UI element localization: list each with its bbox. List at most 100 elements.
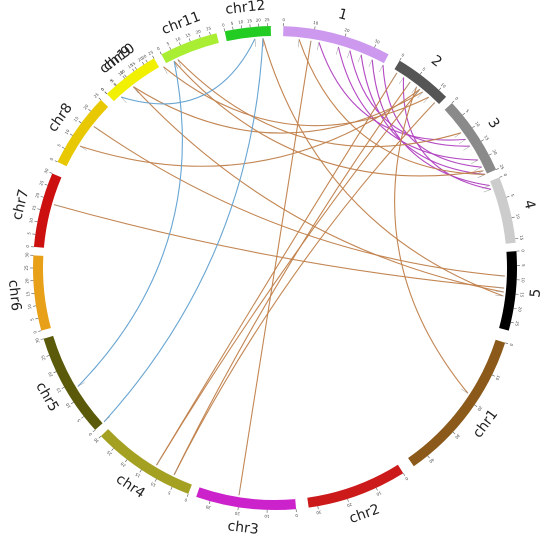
gene-marker [461,388,469,394]
tick-label: 10 [28,217,34,223]
gene-marker [335,46,339,55]
tick-label: 30 [34,337,40,344]
tick-mark [54,160,58,163]
tick-label: 15 [127,62,134,69]
tick-mark [81,416,85,419]
tick-mark [44,183,48,186]
tick-label: 15 [483,134,490,141]
tick-label: 25 [93,91,100,98]
tick-label: 15 [31,204,37,211]
synteny-link-brown [173,81,411,475]
tick-label: 5 [26,231,31,235]
synteny-link-purple [402,77,492,190]
tick-mark [46,355,50,357]
tick-mark [40,196,44,198]
tick-mark [438,87,442,91]
tick-mark [317,506,319,510]
gene-marker [483,189,492,193]
synteny-link-brown [132,86,504,293]
synteny-link-brown [53,204,505,289]
tick-mark [104,91,108,95]
gene-marker [177,59,182,67]
tick-label: 10 [64,128,71,135]
tick-label: 5 [166,41,171,47]
chromosome-chr6 [33,255,51,331]
gene-marker [496,287,505,289]
tick-label: 20 [256,17,262,22]
tick-label: 0 [183,497,188,503]
tick-label: 10 [474,121,481,128]
gene-marker [347,50,351,59]
chromosome-chr3 [196,487,297,511]
tick-label: 5 [167,490,172,496]
tick-label: 15 [55,387,62,394]
tick-mark [223,28,225,32]
chromosome-label-4: 4 [520,198,538,211]
tick-mark [506,196,510,198]
tick-label: 20 [24,278,29,284]
tick-mark [169,46,172,50]
tick-mark [472,125,475,129]
tick-mark [495,168,499,170]
tick-mark [402,473,406,476]
tick-mark [152,55,155,59]
tick-label: 20 [137,55,144,62]
tick-mark [139,469,142,473]
tick-mark [49,171,53,174]
tick-label: 25 [147,49,154,56]
gene-marker [458,139,466,145]
tick-label: 15 [134,471,141,478]
tick-label: 0 [508,343,514,347]
tick-label: 25 [38,179,45,186]
tick-label: 20 [346,502,353,508]
tick-label: 25 [514,321,520,328]
synteny-link-brown [173,102,436,475]
synteny-link-brown [156,88,421,466]
tick-mark [374,44,377,48]
tick-mark [145,59,148,63]
tick-mark [40,338,44,340]
synteny-link-brown [163,66,430,127]
tick-mark [170,486,173,490]
chromosome-label-chr6: chr6 [5,279,24,312]
gene-marker [495,294,504,297]
chromosome-chr8 [57,99,109,167]
chromosome-chr12 [224,26,271,42]
tick-mark [70,401,74,405]
tick-label: 0 [100,86,106,92]
tick-mark [159,51,162,55]
gene-marker [120,96,127,104]
synteny-link-brown [93,125,505,277]
chromosome-chr2 [307,464,404,508]
chromosome-chr5 [43,335,103,430]
tick-label: 25 [24,265,29,271]
tick-label: 0 [100,86,106,92]
gene-marker [103,416,111,423]
tick-mark [178,42,181,46]
tick-mark [462,112,466,116]
gene-marker [423,96,430,104]
tick-label: 0 [520,249,525,252]
tick-label: 40 [428,457,435,464]
tick-mark [38,330,42,332]
gene-marker [476,170,484,175]
tick-label: 0 [222,22,226,28]
tick-mark [132,68,135,72]
tick-label: 0 [282,17,285,22]
chromosome-chr4 [100,429,192,494]
tick-mark [419,71,423,75]
synteny-link-brown [298,39,486,176]
tick-mark [142,61,145,65]
gene-marker [133,86,139,94]
chromosome-2 [394,60,447,104]
tick-mark [427,455,430,459]
tick-label: 10 [64,402,71,409]
chromosome-label-chr8: chr8 [45,100,76,135]
tick-label: 30 [205,504,212,510]
gene-marker [309,40,312,49]
synteny-link-purple [382,64,482,168]
tick-label: 10 [515,213,521,219]
tick-label: 0 [32,330,38,334]
synteny-link-blue [103,38,264,423]
